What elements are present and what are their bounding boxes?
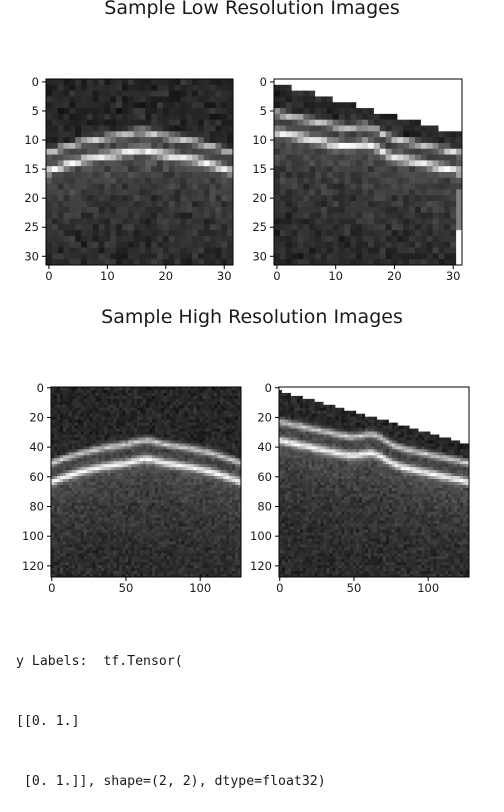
x-tick-label: 30 bbox=[446, 269, 461, 283]
y-tick-label: 20 bbox=[29, 410, 44, 424]
y-tick-label: 25 bbox=[24, 220, 39, 234]
y-tick-label: 15 bbox=[252, 162, 267, 176]
high-res-title: Sample High Resolution Images bbox=[0, 306, 504, 328]
x-tick-label: 0 bbox=[45, 269, 52, 283]
y-tick-label: 5 bbox=[32, 104, 39, 118]
output-line: [0. 1.]], shape=(2, 2), dtype=float32) bbox=[16, 772, 326, 792]
image-pixels bbox=[274, 79, 462, 265]
y-tick-label: 80 bbox=[257, 499, 272, 513]
y-tick-label: 20 bbox=[252, 191, 267, 205]
cell-output: y Labels: tf.Tensor( [[0. 1.] [0. 1.]], … bbox=[16, 612, 326, 812]
y-tick-label: 10 bbox=[24, 133, 39, 147]
x-tick-label: 20 bbox=[158, 269, 173, 283]
image-pixels bbox=[279, 387, 469, 577]
y-tick-label: 30 bbox=[252, 249, 267, 263]
x-tick-label: 10 bbox=[100, 269, 115, 283]
image-pixels bbox=[51, 387, 241, 577]
y-tick-label: 60 bbox=[29, 470, 44, 484]
y-tick-label: 100 bbox=[22, 529, 44, 543]
output-line: y Labels: tf.Tensor( bbox=[16, 652, 326, 672]
x-tick-label: 20 bbox=[387, 269, 402, 283]
x-tick-label: 10 bbox=[328, 269, 343, 283]
image-pixels bbox=[46, 79, 233, 265]
y-tick-label: 80 bbox=[29, 499, 44, 513]
y-tick-label: 100 bbox=[250, 529, 272, 543]
x-tick-label: 100 bbox=[189, 581, 211, 595]
y-tick-label: 60 bbox=[257, 470, 272, 484]
y-tick-label: 5 bbox=[260, 104, 267, 118]
output-line: [[0. 1.] bbox=[16, 712, 326, 732]
x-tick-label: 50 bbox=[119, 581, 134, 595]
y-tick-label: 40 bbox=[29, 440, 44, 454]
x-tick-label: 0 bbox=[276, 581, 283, 595]
y-tick-label: 25 bbox=[252, 220, 267, 234]
y-tick-label: 40 bbox=[257, 440, 272, 454]
y-tick-label: 120 bbox=[250, 559, 272, 573]
y-tick-label: 15 bbox=[24, 162, 39, 176]
x-tick-label: 30 bbox=[217, 269, 232, 283]
y-tick-label: 20 bbox=[257, 410, 272, 424]
y-tick-label: 0 bbox=[37, 381, 44, 395]
y-tick-label: 0 bbox=[260, 75, 267, 89]
y-tick-label: 0 bbox=[32, 75, 39, 89]
y-tick-label: 0 bbox=[265, 381, 272, 395]
y-tick-label: 20 bbox=[24, 191, 39, 205]
y-tick-label: 30 bbox=[24, 249, 39, 263]
x-tick-label: 50 bbox=[347, 581, 362, 595]
x-tick-label: 100 bbox=[417, 581, 439, 595]
y-tick-label: 10 bbox=[252, 133, 267, 147]
low-res-title: Sample Low Resolution Images bbox=[0, 0, 504, 19]
x-tick-label: 0 bbox=[273, 269, 280, 283]
x-tick-label: 0 bbox=[48, 581, 55, 595]
y-tick-label: 120 bbox=[22, 559, 44, 573]
